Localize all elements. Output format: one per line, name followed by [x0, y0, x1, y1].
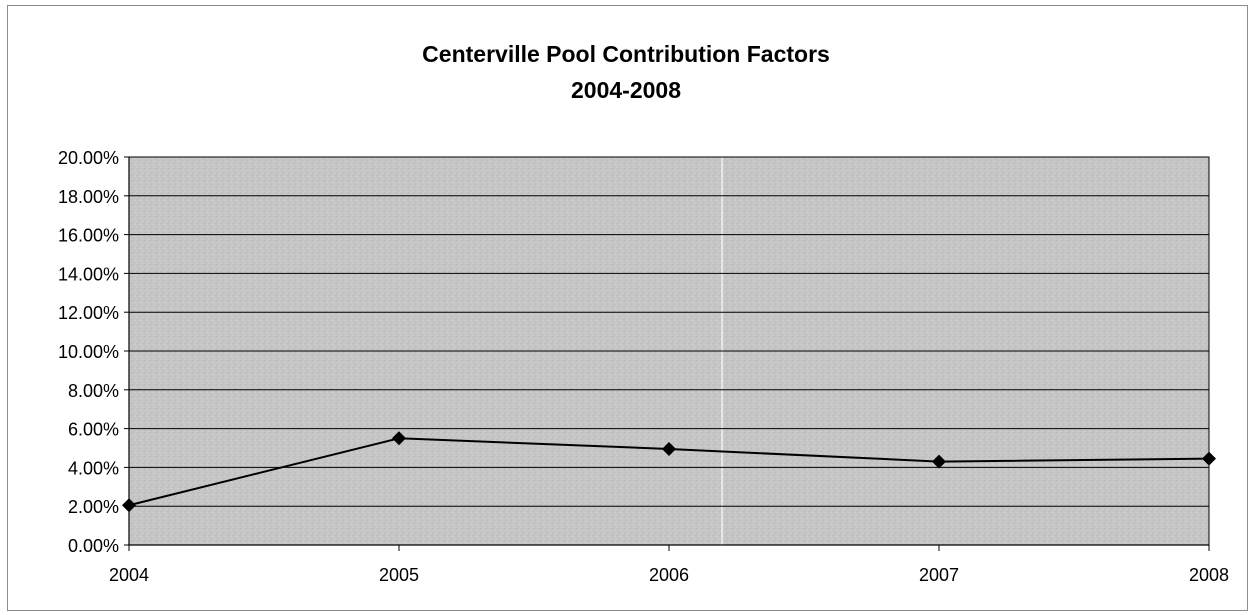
y-tick-label: 10.00%: [58, 342, 119, 362]
y-tick-label: 2.00%: [68, 497, 119, 517]
y-tick-label: 4.00%: [68, 458, 119, 478]
y-tick-label: 8.00%: [68, 381, 119, 401]
x-tick-label: 2004: [109, 565, 149, 585]
data-point-marker: [392, 431, 406, 446]
y-tick-label: 18.00%: [58, 187, 119, 207]
data-point-marker: [662, 441, 676, 456]
chart-subtitle: 2004-2008: [571, 77, 681, 103]
y-tick-label: 6.00%: [68, 420, 119, 440]
x-tick-label: 2007: [919, 565, 959, 585]
y-tick-label: 16.00%: [58, 226, 119, 246]
y-tick-label: 0.00%: [68, 536, 119, 556]
y-tick-label: 12.00%: [58, 303, 119, 323]
data-point-marker: [932, 454, 946, 469]
x-tick-label: 2006: [649, 565, 689, 585]
x-tick-label: 2005: [379, 565, 419, 585]
x-tick-label: 2008: [1189, 565, 1229, 585]
y-tick-label: 14.00%: [58, 264, 119, 284]
data-point-marker: [122, 498, 136, 513]
chart-title: Centerville Pool Contribution Factors: [422, 41, 830, 67]
y-tick-label: 20.00%: [58, 148, 119, 168]
data-point-marker: [1202, 451, 1216, 466]
